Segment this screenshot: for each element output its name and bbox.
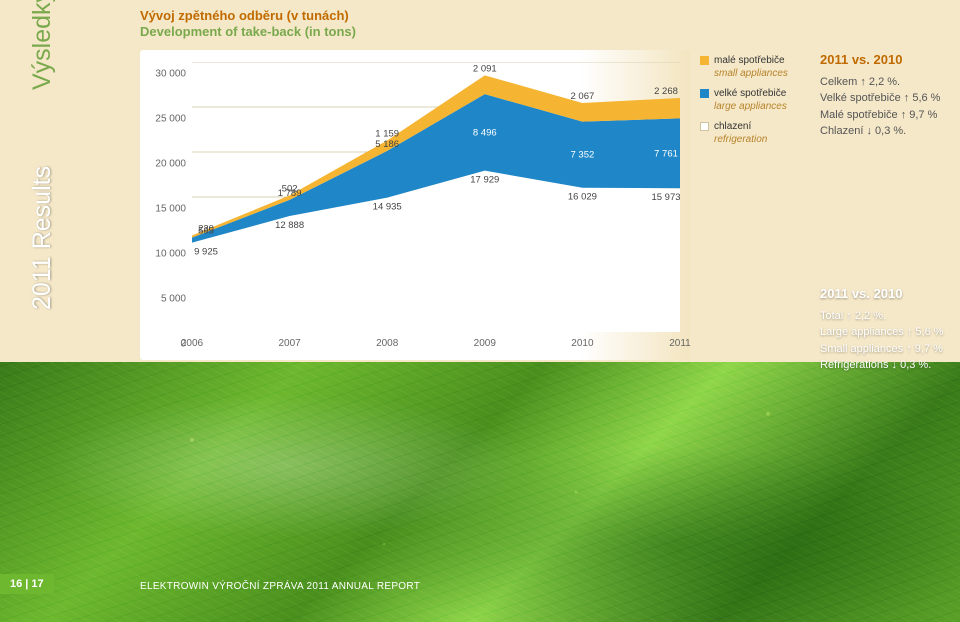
- svg-text:565: 565: [198, 226, 214, 237]
- legend-swatch: [700, 56, 709, 65]
- x-tick-label: 2011: [669, 338, 691, 349]
- summary-en: 2011 vs. 2010 Total ↑ 2,2 %.Large applia…: [820, 284, 944, 374]
- y-axis: 05 00010 00015 00020 00025 00030 000: [140, 62, 192, 332]
- legend-item: velké spotřebičelarge appliances: [700, 88, 788, 113]
- svg-text:1 789: 1 789: [278, 188, 302, 199]
- chart-panel: 05 00010 00015 00020 00025 00030 000 230…: [140, 50, 690, 360]
- legend: malé spotřebičesmall appliances velké spo…: [700, 55, 788, 154]
- legend-swatch: [700, 89, 709, 98]
- svg-text:14 935: 14 935: [373, 202, 402, 213]
- y-tick-label: 5 000: [161, 294, 186, 305]
- svg-text:1 159: 1 159: [375, 128, 399, 139]
- legend-swatch: [700, 122, 709, 131]
- x-tick-label: 2007: [278, 338, 300, 349]
- chart-title-en: Development of take-back (in tons): [140, 24, 356, 39]
- plot-area: 2305659 9255021 78912 8881 1595 18614 93…: [192, 62, 680, 332]
- page-number: 16 | 17: [0, 574, 54, 594]
- y-tick-label: 15 000: [155, 204, 186, 215]
- footer-text: ELEKTROWIN VÝROČNÍ ZPRÁVA 2011 ANNUAL RE…: [140, 581, 420, 592]
- svg-text:12 888: 12 888: [275, 220, 304, 231]
- x-tick-label: 2008: [376, 338, 398, 349]
- svg-text:2 067: 2 067: [571, 91, 595, 102]
- y-tick-label: 30 000: [155, 69, 186, 80]
- svg-text:2 091: 2 091: [473, 63, 497, 74]
- svg-text:15 973: 15 973: [651, 192, 680, 203]
- side-label-en: 2011 Results: [28, 284, 54, 494]
- y-tick-label: 10 000: [155, 249, 186, 260]
- x-axis: 200620072008200920102011: [192, 332, 680, 360]
- legend-item: chlazenírefrigeration: [700, 121, 788, 146]
- svg-text:16 029: 16 029: [568, 192, 597, 203]
- summary-cs: 2011 vs. 2010 Celkem ↑ 2,2 %.Velké spotř…: [820, 50, 940, 140]
- summary-cs-lines: Celkem ↑ 2,2 %.Velké spotřebiče ↑ 5,6 %M…: [820, 74, 940, 140]
- y-tick-label: 20 000: [155, 159, 186, 170]
- summary-en-lines: Total ↑ 2,2 %.Large appliances ↑ 5,6 %Sm…: [820, 308, 944, 374]
- x-tick-label: 2009: [474, 338, 496, 349]
- svg-text:7 761: 7 761: [654, 148, 678, 159]
- chart-svg: 2305659 9255021 78912 8881 1595 18614 93…: [192, 62, 680, 332]
- x-tick-label: 2006: [181, 338, 203, 349]
- svg-text:9 925: 9 925: [194, 247, 218, 258]
- svg-text:7 352: 7 352: [571, 150, 595, 161]
- svg-text:8 496: 8 496: [473, 127, 497, 138]
- chart-title-cs: Vývoj zpětného odběru (v tunách): [140, 8, 349, 23]
- svg-text:17 929: 17 929: [470, 175, 499, 186]
- y-tick-label: 25 000: [155, 114, 186, 125]
- svg-text:5 186: 5 186: [375, 139, 399, 150]
- legend-item: malé spotřebičesmall appliances: [700, 55, 788, 80]
- x-tick-label: 2010: [571, 338, 593, 349]
- svg-text:2 268: 2 268: [654, 86, 678, 97]
